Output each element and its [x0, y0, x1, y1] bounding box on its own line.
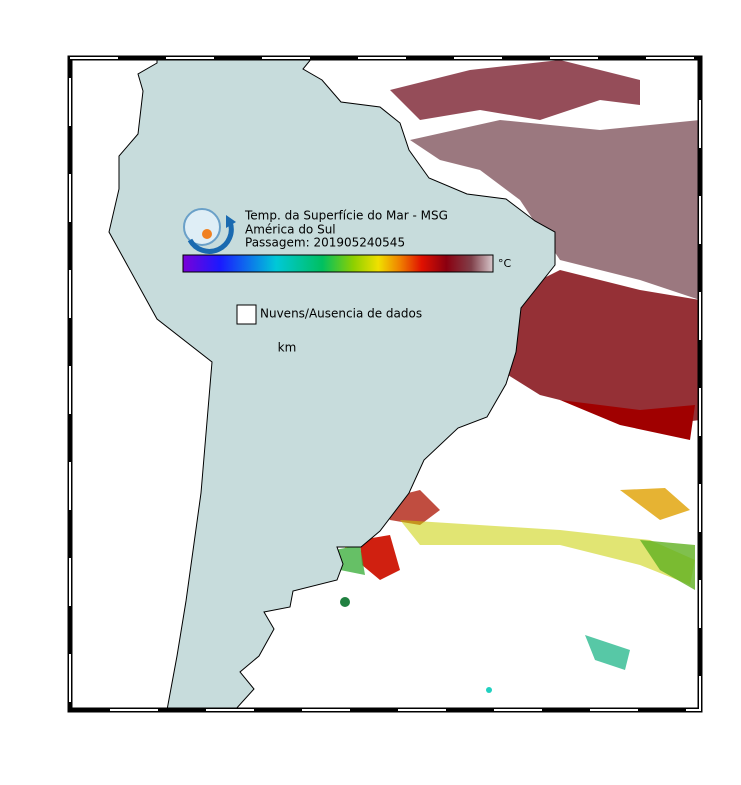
map-frame-pattern [69, 57, 701, 711]
sst-patches [335, 60, 700, 693]
map-area [108, 58, 700, 710]
legend-title: Temp. da Superfície do Mar - MSG [244, 209, 448, 223]
colorbar [182, 254, 494, 273]
cloud-label: Nuvens/Ausencia de dados [260, 307, 422, 321]
south-america [108, 58, 556, 710]
legend-pass: Passagem: 201905240545 [245, 236, 405, 250]
cloud-swatch [236, 304, 257, 325]
colorbar-unit: °C [498, 257, 512, 270]
legend-region: América do Sul [245, 223, 336, 237]
scale-unit: km [278, 341, 297, 355]
inpe-logo [183, 208, 236, 254]
